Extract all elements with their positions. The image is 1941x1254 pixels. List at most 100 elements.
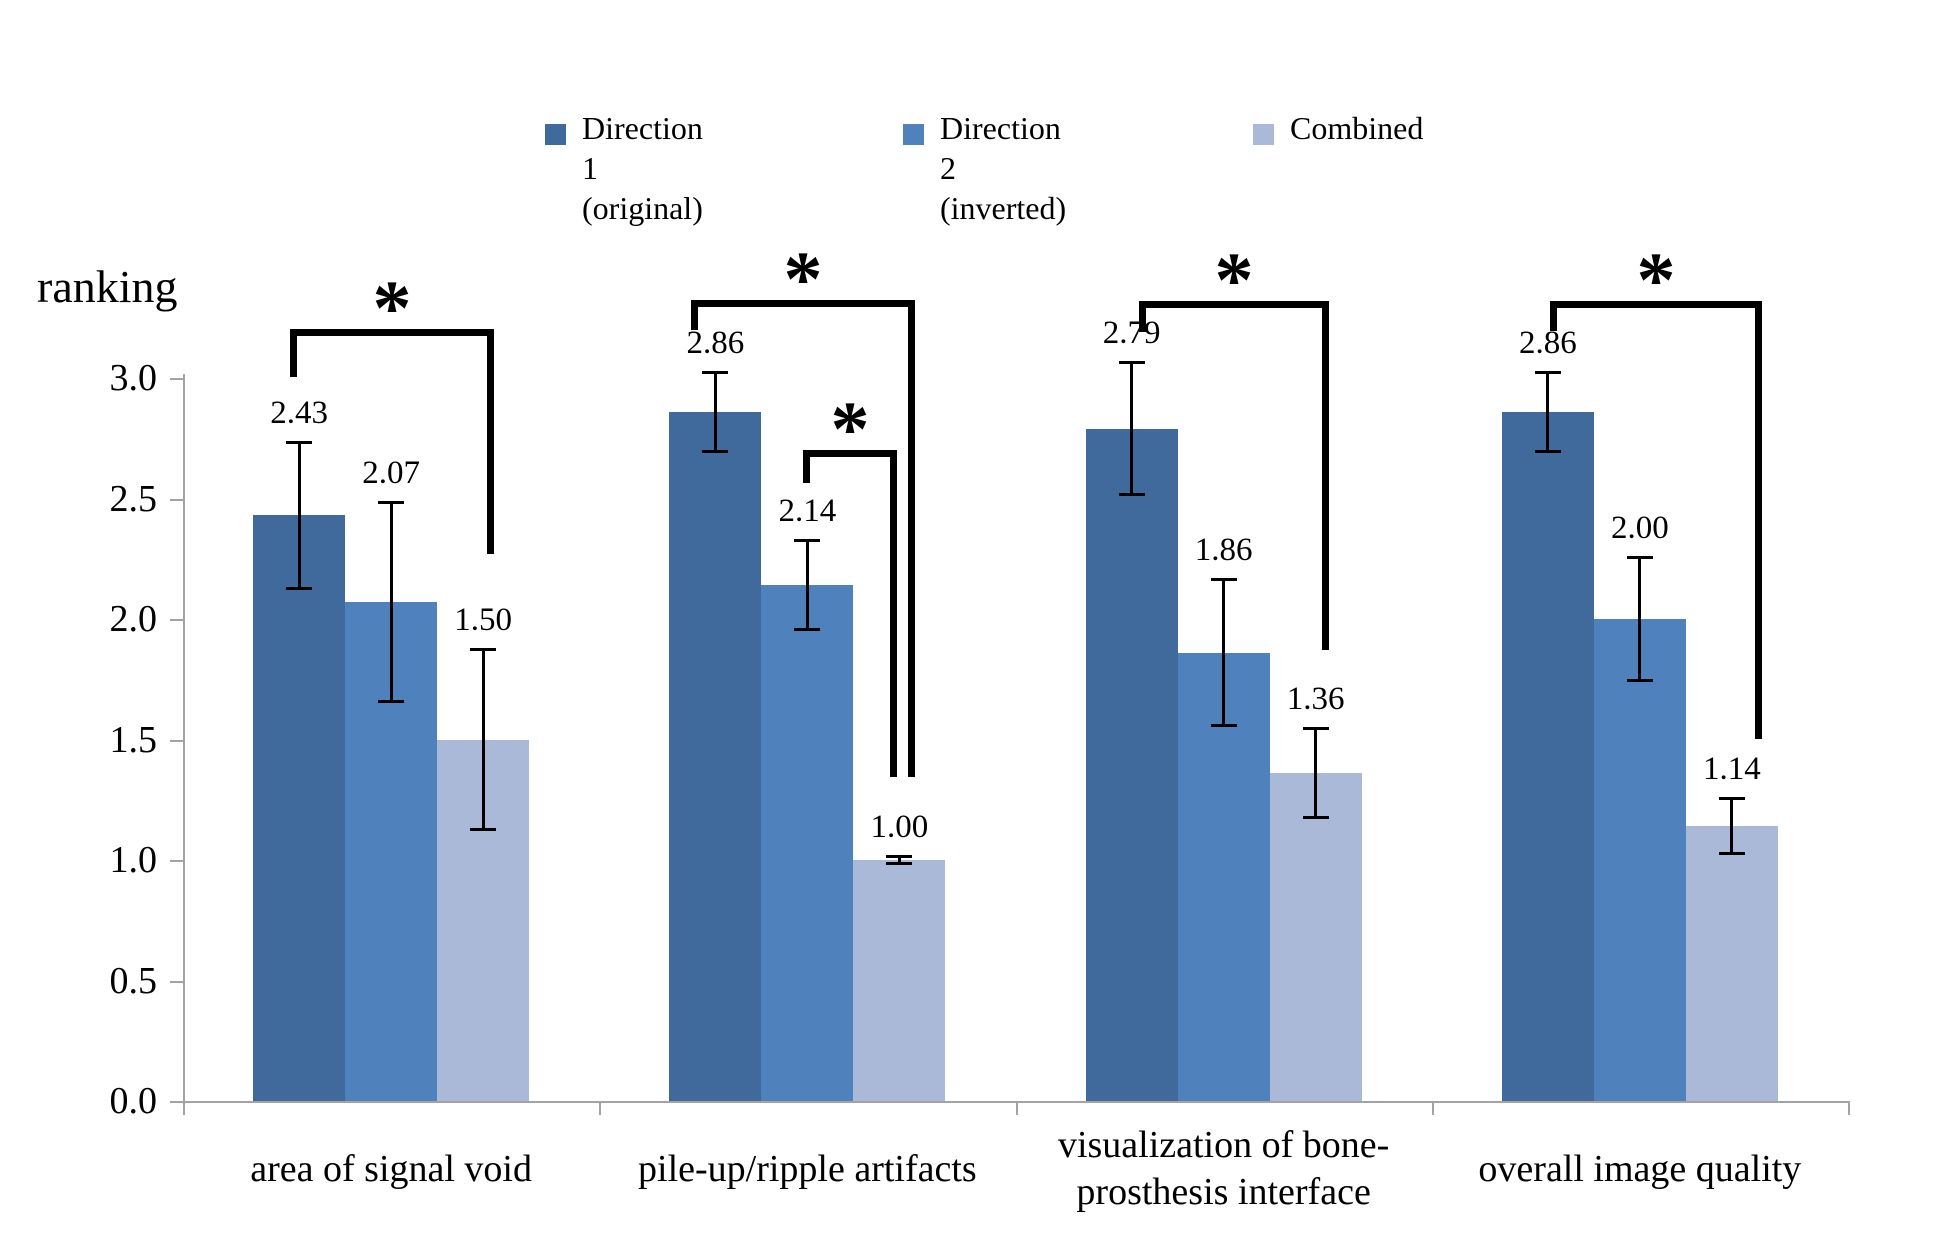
significance-bracket-left-drop — [1550, 301, 1557, 331]
error-bar-cap-top — [378, 500, 405, 504]
legend-swatch-direction — [903, 124, 924, 145]
error-bar-cap-top — [1534, 370, 1561, 374]
bar-value-label: 1.86 — [1194, 532, 1253, 569]
y-axis-tick — [170, 980, 183, 983]
y-axis-tick — [170, 739, 183, 742]
error-bar-cap-bottom — [1210, 724, 1237, 728]
error-bar-cap-top — [794, 539, 821, 543]
y-axis-tick-label: 2.5 — [109, 477, 158, 520]
significance-bracket-left-drop — [691, 300, 698, 330]
error-bar-cap-top — [702, 370, 729, 374]
significance-bracket-right-drop — [890, 450, 897, 777]
significance-asterisk: * — [372, 264, 412, 351]
error-bar-cap-bottom — [1626, 678, 1653, 682]
bar-value-label: 1.36 — [1286, 681, 1345, 718]
x-axis-tick — [1015, 1101, 1018, 1115]
y-axis-title: ranking — [37, 261, 178, 312]
y-axis-tick-label: 1.0 — [109, 839, 158, 881]
x-axis-category-label: area of signal void — [250, 1147, 532, 1190]
legend-label: Direction 2 (inverted) — [940, 110, 1067, 226]
error-bar-line — [1222, 578, 1226, 728]
bar-value-label: 2.14 — [778, 493, 837, 530]
bar-combined — [853, 860, 946, 1101]
x-axis-category-label: pile-up/ripple artifacts — [638, 1147, 977, 1190]
x-axis-category-label: visualization of bone- prosthesis interf… — [1057, 1124, 1390, 1213]
bar-direction-2-inverted — [761, 585, 854, 1101]
bar-value-label: 2.00 — [1611, 510, 1669, 547]
error-bar-cap-top — [470, 647, 497, 651]
bar-value-label: 2.07 — [362, 454, 420, 491]
significance-bracket-right-drop — [487, 329, 494, 554]
x-axis-tick — [1848, 1101, 1850, 1115]
bar-value-label: 1.00 — [870, 809, 929, 846]
significance-bracket-left-drop — [290, 329, 297, 377]
error-bar-cap-top — [886, 855, 913, 859]
x-axis-tick — [183, 1101, 185, 1115]
significance-asterisk: * — [1214, 236, 1254, 323]
y-axis-tick-label: 0.5 — [109, 959, 158, 1002]
error-bar-cap-top — [1210, 578, 1237, 582]
bar-direction-2-inverted — [1593, 619, 1686, 1101]
error-bar-line — [1314, 727, 1318, 820]
bar-value-label: 2.79 — [1102, 315, 1161, 352]
error-bar-cap-bottom — [1534, 449, 1561, 453]
error-bar-line — [1730, 797, 1734, 856]
significance-asterisk: * — [830, 385, 870, 472]
x-axis-tick — [1431, 1101, 1434, 1115]
bar-combined — [1685, 826, 1778, 1101]
error-bar-line — [481, 647, 485, 832]
y-axis-tick-label: 0.0 — [109, 1080, 158, 1122]
bar-value-label: 1.50 — [454, 601, 512, 638]
error-bar-cap-bottom — [886, 861, 913, 865]
bar-value-label: 2.86 — [686, 324, 745, 361]
y-axis-tick-label: 3.0 — [109, 357, 158, 399]
error-bar-line — [1130, 361, 1134, 497]
significance-bracket-left-drop — [803, 450, 810, 483]
error-bar-cap-top — [1118, 361, 1145, 365]
error-bar-cap-bottom — [286, 587, 313, 591]
error-bar-line — [297, 440, 301, 591]
bar-value-label: 2.86 — [1519, 324, 1577, 361]
error-bar-line — [1546, 370, 1550, 453]
y-axis-tick-label: 2.0 — [109, 598, 158, 640]
significance-bracket-left-drop — [1139, 301, 1146, 332]
y-axis-tick — [170, 378, 183, 380]
y-axis-tick — [170, 498, 183, 501]
error-bar-cap-bottom — [1302, 816, 1329, 820]
error-bar-cap-bottom — [1118, 493, 1145, 497]
significance-asterisk: * — [1636, 236, 1676, 323]
x-axis-category-label: overall image quality — [1478, 1147, 1802, 1190]
error-bar-line — [389, 500, 393, 704]
bar-direction-1-original — [669, 411, 762, 1101]
bar-direction-1-original — [253, 515, 346, 1101]
significance-bracket-right-drop — [1755, 301, 1762, 739]
bar-direction-1-original — [1085, 428, 1178, 1101]
y-axis-tick-label: 1.5 — [109, 718, 158, 761]
significance-bracket-right-drop — [908, 300, 915, 777]
error-bar-line — [805, 539, 809, 632]
bar-value-label: 2.43 — [270, 394, 328, 431]
legend-swatch-direction — [545, 124, 566, 145]
legend-swatch-combined — [1253, 124, 1274, 145]
error-bar-cap-top — [1626, 556, 1653, 560]
error-bar-cap-bottom — [702, 449, 729, 453]
error-bar-cap-bottom — [470, 828, 497, 832]
y-axis-line — [183, 374, 185, 1103]
error-bar-line — [1638, 556, 1642, 682]
y-axis-tick — [170, 860, 183, 862]
significance-bracket-bar — [290, 329, 494, 336]
error-bar-cap-top — [1718, 797, 1745, 801]
error-bar-cap-bottom — [378, 700, 405, 704]
bar-combined — [1269, 773, 1362, 1101]
error-bar-line — [897, 855, 901, 865]
significance-asterisk: * — [783, 235, 823, 322]
error-bar-line — [713, 370, 717, 453]
error-bar-cap-bottom — [794, 628, 821, 632]
significance-bracket-right-drop — [1322, 301, 1329, 650]
legend-label: Combined — [1290, 110, 1424, 146]
significance-bracket-bar — [691, 300, 915, 307]
significance-bracket-bar — [1139, 301, 1329, 308]
significance-bracket-bar — [1550, 301, 1762, 308]
y-axis-tick — [170, 1101, 183, 1103]
